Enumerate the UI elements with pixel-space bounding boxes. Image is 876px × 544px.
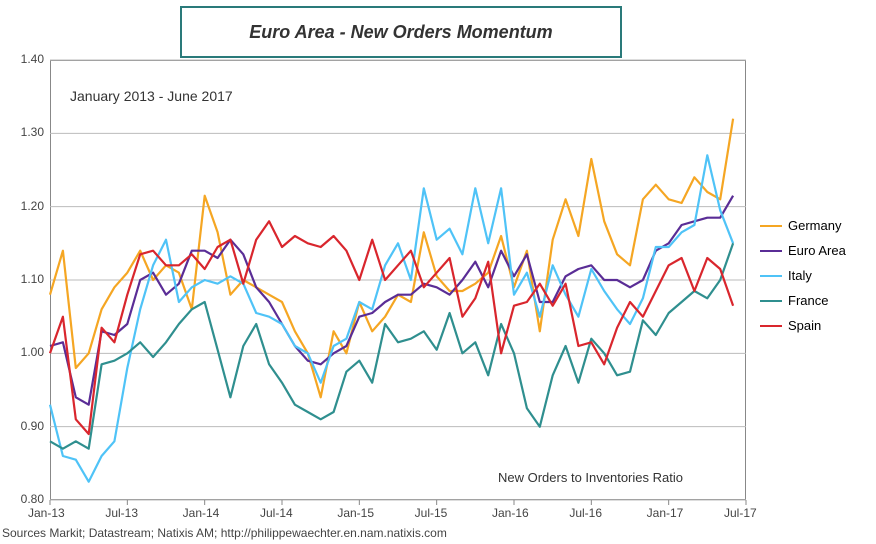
legend-swatch: [760, 275, 782, 277]
x-tick-label: Jan-14: [183, 506, 220, 520]
legend-swatch: [760, 300, 782, 302]
y-tick-label: 1.20: [4, 199, 44, 213]
series-line-italy: [50, 155, 733, 481]
chart-plot: [50, 60, 746, 500]
x-tick-label: Jul-13: [105, 506, 138, 520]
legend-swatch: [760, 225, 782, 227]
legend-item-italy: Italy: [760, 268, 846, 283]
legend-item-germany: Germany: [760, 218, 846, 233]
legend-item-france: France: [760, 293, 846, 308]
y-tick-label: 0.80: [4, 492, 44, 506]
chart-sources: Sources Markit; Datastream; Natixis AM; …: [2, 526, 447, 540]
x-tick-label: Jul-15: [415, 506, 448, 520]
chart-title-box: Euro Area - New Orders Momentum: [180, 6, 622, 58]
legend-label: Spain: [788, 318, 821, 333]
legend-swatch: [760, 325, 782, 327]
chart-title: Euro Area - New Orders Momentum: [249, 22, 552, 43]
y-tick-label: 1.00: [4, 345, 44, 359]
x-tick-label: Jul-16: [569, 506, 602, 520]
x-tick-label: Jan-13: [28, 506, 65, 520]
chart-subtitle: January 2013 - June 2017: [70, 88, 233, 104]
legend-swatch: [760, 250, 782, 252]
x-tick-label: Jan-15: [337, 506, 374, 520]
legend-item-euro_area: Euro Area: [760, 243, 846, 258]
chart-note: New Orders to Inventories Ratio: [498, 470, 683, 485]
legend-label: Euro Area: [788, 243, 846, 258]
y-tick-label: 0.90: [4, 419, 44, 433]
x-tick-label: Jul-17: [724, 506, 757, 520]
legend-label: Germany: [788, 218, 841, 233]
y-tick-label: 1.10: [4, 272, 44, 286]
y-tick-label: 1.40: [4, 52, 44, 66]
x-tick-label: Jan-17: [647, 506, 684, 520]
chart-legend: Germany Euro Area Italy France Spain: [760, 218, 846, 343]
legend-label: France: [788, 293, 828, 308]
y-tick-label: 1.30: [4, 125, 44, 139]
legend-item-spain: Spain: [760, 318, 846, 333]
legend-label: Italy: [788, 268, 812, 283]
x-tick-label: Jul-14: [260, 506, 293, 520]
series-line-euro_area: [50, 196, 733, 405]
x-tick-label: Jan-16: [492, 506, 529, 520]
